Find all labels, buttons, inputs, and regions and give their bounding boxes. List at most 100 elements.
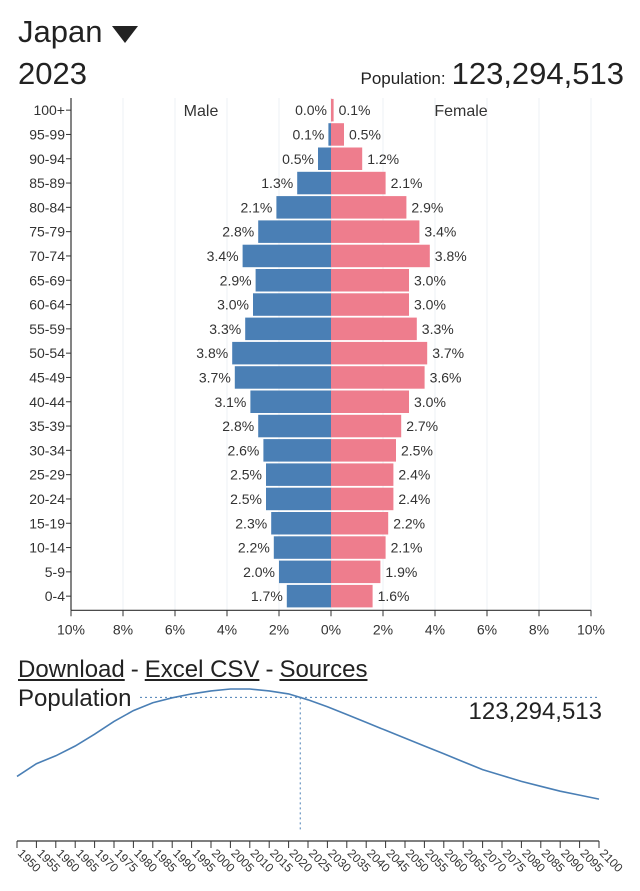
male-bar: [250, 390, 331, 413]
male-value-label: 2.0%: [243, 564, 275, 580]
age-group-label: 0-4: [45, 588, 65, 604]
female-value-label: 2.4%: [398, 467, 430, 483]
male-bar: [318, 147, 331, 170]
link-separator: -: [130, 656, 139, 683]
female-bar: [331, 171, 386, 195]
male-bar: [253, 293, 331, 316]
male-bar: [266, 487, 331, 511]
female-value-label: 0.5%: [349, 126, 381, 142]
female-bar: [331, 560, 381, 584]
female-value-label: 1.9%: [385, 564, 417, 580]
female-bar: [331, 390, 409, 413]
female-value-label: 3.0%: [414, 272, 446, 288]
female-value-label: 3.6%: [430, 369, 462, 385]
sources-link[interactable]: Sources: [279, 656, 368, 683]
country-name: Japan: [18, 14, 103, 49]
male-bar: [266, 463, 331, 486]
male-value-label: 2.1%: [240, 199, 272, 215]
x-tick-label: 10%: [577, 621, 605, 637]
age-group-label: 20-24: [29, 491, 65, 507]
female-value-label: 2.1%: [391, 540, 423, 556]
age-group-label: 85-89: [29, 175, 65, 191]
male-value-label: 2.8%: [222, 418, 254, 434]
male-value-label: 2.8%: [222, 224, 254, 240]
female-bar: [331, 341, 428, 365]
male-value-label: 2.5%: [230, 467, 262, 483]
age-group-label: 30-34: [29, 442, 65, 458]
female-value-label: 2.2%: [393, 515, 425, 531]
age-group-label: 95-99: [29, 126, 65, 142]
male-value-label: 1.3%: [261, 175, 293, 191]
male-value-label: 3.4%: [207, 248, 239, 264]
female-value-label: 3.7%: [432, 345, 464, 361]
excel-csv-link[interactable]: Excel CSV: [144, 656, 260, 683]
female-bar: [331, 463, 394, 486]
link-separator: -: [265, 656, 274, 683]
female-value-label: 2.5%: [401, 442, 433, 458]
female-bar: [331, 98, 334, 122]
male-bar: [258, 220, 331, 243]
age-group-label: 100+: [33, 102, 65, 118]
male-value-label: 0.1%: [292, 126, 324, 142]
male-bar: [234, 366, 331, 389]
male-value-label: 2.6%: [227, 442, 259, 458]
population-timeline-chart[interactable]: 1950195519601965197019751980198519901995…: [0, 680, 640, 891]
female-value-label: 2.1%: [391, 175, 423, 191]
x-tick-label: 8%: [113, 621, 133, 637]
female-value-label: 2.4%: [398, 491, 430, 507]
female-bar: [331, 123, 344, 146]
x-tick-label: 10%: [57, 621, 85, 637]
population-value: 123,294,513: [451, 56, 624, 91]
female-bar: [331, 220, 420, 243]
country-selector[interactable]: Japan: [18, 14, 139, 50]
male-value-label: 3.0%: [217, 297, 249, 313]
age-group-label: 5-9: [45, 564, 65, 580]
age-group-label: 35-39: [29, 418, 65, 434]
male-bar: [245, 317, 331, 341]
female-bar: [331, 293, 409, 316]
female-value-label: 3.0%: [414, 394, 446, 410]
female-value-label: 0.1%: [339, 102, 371, 118]
age-group-label: 45-49: [29, 369, 65, 385]
age-group-label: 10-14: [29, 540, 65, 556]
male-bar: [271, 512, 331, 535]
male-value-label: 2.5%: [230, 491, 262, 507]
x-tick-label: 4%: [217, 621, 237, 637]
female-value-label: 2.9%: [411, 199, 443, 215]
male-value-label: 1.7%: [251, 588, 283, 604]
male-legend: Male: [184, 103, 219, 120]
x-tick-label: 2%: [373, 621, 393, 637]
dropdown-caret-icon: [112, 25, 139, 43]
download-links: Download - Excel CSV - Sources: [18, 656, 367, 684]
female-value-label: 3.4%: [424, 224, 456, 240]
female-bar: [331, 147, 363, 170]
female-bar: [331, 366, 425, 389]
download-link[interactable]: Download: [18, 656, 125, 683]
male-bar: [279, 560, 331, 584]
female-legend: Female: [434, 103, 487, 120]
male-value-label: 3.3%: [209, 321, 241, 337]
male-value-label: 0.0%: [295, 102, 327, 118]
female-value-label: 2.7%: [406, 418, 438, 434]
female-bar: [331, 536, 386, 559]
age-group-label: 60-64: [29, 297, 65, 313]
male-bar: [297, 171, 331, 195]
year-label: 2023: [18, 56, 87, 91]
age-group-label: 75-79: [29, 224, 65, 240]
male-value-label: 2.2%: [238, 540, 270, 556]
female-bar: [331, 584, 373, 608]
male-bar: [255, 269, 331, 292]
male-value-label: 2.3%: [235, 515, 267, 531]
x-tick-label: 6%: [477, 621, 497, 637]
population-line: [16, 688, 600, 800]
age-group-label: 55-59: [29, 321, 65, 337]
male-value-label: 3.7%: [199, 369, 231, 385]
population-label: Population:: [360, 69, 446, 88]
timeline-label: Population: [18, 685, 132, 712]
male-value-label: 3.1%: [214, 394, 246, 410]
male-bar: [258, 414, 331, 438]
female-bar: [331, 414, 402, 438]
female-value-label: 3.8%: [435, 248, 467, 264]
age-group-label: 65-69: [29, 272, 65, 288]
population-pyramid-chart: 0.0% 0.1% 100+ 0.1% 0.5% 95-99 0.5% 1.2% 90-94 1.…: [29, 98, 605, 637]
